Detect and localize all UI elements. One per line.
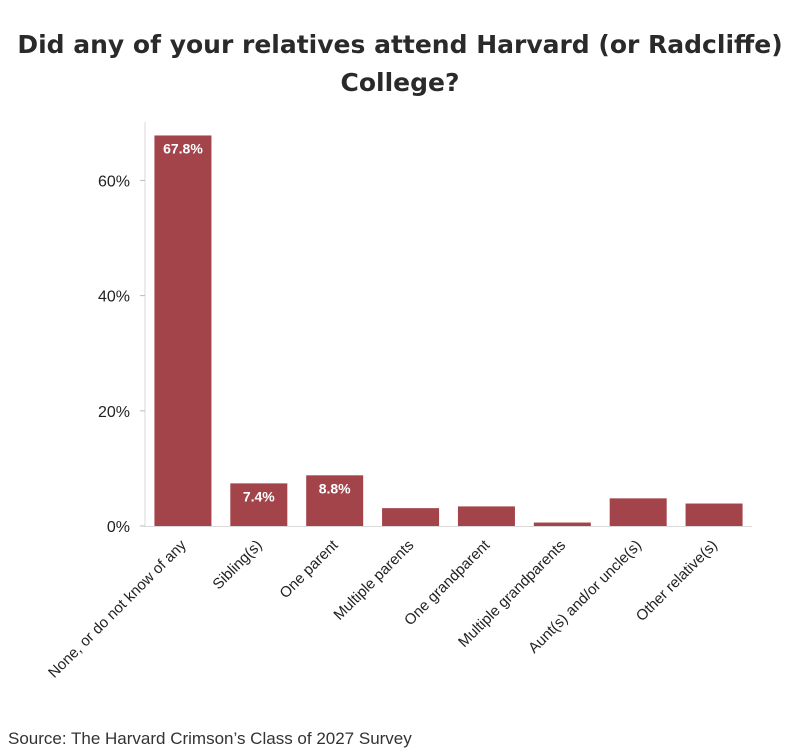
y-tick-label: 40% [98, 289, 130, 306]
bar-data-label: 7.4% [243, 488, 275, 504]
x-category-label: Sibling(s) [209, 537, 265, 593]
bar-chart: 0% 20% 40% 60% 67.8% None, or do not know of … [0, 0, 800, 725]
x-category-label: None, or do not know of any [45, 536, 190, 681]
y-tick-label: 0% [107, 519, 130, 536]
x-category-label: Multiple parents [330, 537, 417, 624]
bar-1 [154, 135, 211, 526]
y-tick-label: 60% [98, 173, 130, 190]
source-note: Source: The Harvard Crimson’s Class of 2… [8, 729, 412, 749]
x-category-label: One parent [276, 536, 342, 602]
bar-data-label: 67.8% [163, 140, 203, 156]
x-category-label: Other relative(s) [633, 537, 721, 625]
bar-4 [382, 508, 439, 526]
bar-data-label: 8.8% [319, 480, 351, 496]
bar-8 [686, 504, 743, 526]
bar-7 [610, 498, 667, 526]
bar-6 [534, 523, 591, 526]
y-tick-label: 20% [98, 404, 130, 421]
bar-5 [458, 506, 515, 526]
